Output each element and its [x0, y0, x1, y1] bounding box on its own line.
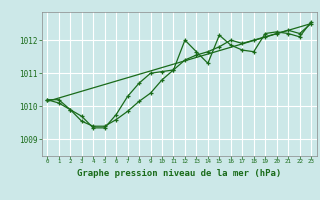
X-axis label: Graphe pression niveau de la mer (hPa): Graphe pression niveau de la mer (hPa)	[77, 169, 281, 178]
